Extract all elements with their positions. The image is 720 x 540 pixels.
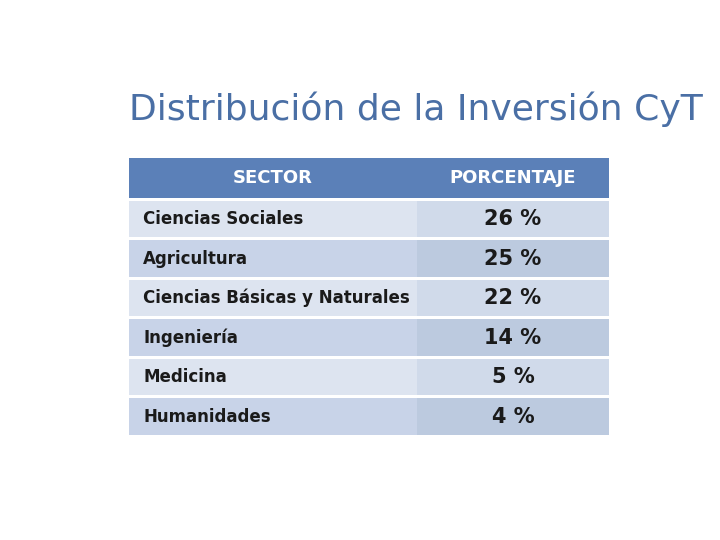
Bar bbox=[129, 201, 417, 238]
Text: Ciencias Sociales: Ciencias Sociales bbox=[143, 210, 303, 228]
Bar bbox=[417, 319, 609, 356]
Text: PORCENTAJE: PORCENTAJE bbox=[450, 169, 576, 187]
Text: 26 %: 26 % bbox=[485, 209, 541, 229]
Bar bbox=[129, 280, 417, 316]
Text: SECTOR: SECTOR bbox=[233, 169, 313, 187]
Text: Agricultura: Agricultura bbox=[143, 249, 248, 267]
Text: Humanidades: Humanidades bbox=[143, 408, 271, 426]
Text: 5 %: 5 % bbox=[492, 367, 534, 387]
Bar bbox=[417, 399, 609, 435]
Bar bbox=[129, 240, 417, 277]
Text: Medicina: Medicina bbox=[143, 368, 227, 386]
Text: 25 %: 25 % bbox=[485, 248, 541, 268]
Bar bbox=[129, 359, 417, 395]
Bar bbox=[417, 359, 609, 395]
Bar bbox=[129, 158, 609, 198]
Text: Ciencias Básicas y Naturales: Ciencias Básicas y Naturales bbox=[143, 289, 410, 307]
Bar bbox=[417, 201, 609, 238]
Text: Distribución de la Inversión CyT: Distribución de la Inversión CyT bbox=[129, 92, 703, 127]
Text: 14 %: 14 % bbox=[485, 328, 541, 348]
Bar bbox=[129, 319, 417, 356]
Bar bbox=[417, 240, 609, 277]
Text: 4 %: 4 % bbox=[492, 407, 534, 427]
Text: 22 %: 22 % bbox=[485, 288, 541, 308]
Bar bbox=[129, 399, 417, 435]
Text: Ingeniería: Ingeniería bbox=[143, 328, 238, 347]
Bar bbox=[417, 280, 609, 316]
